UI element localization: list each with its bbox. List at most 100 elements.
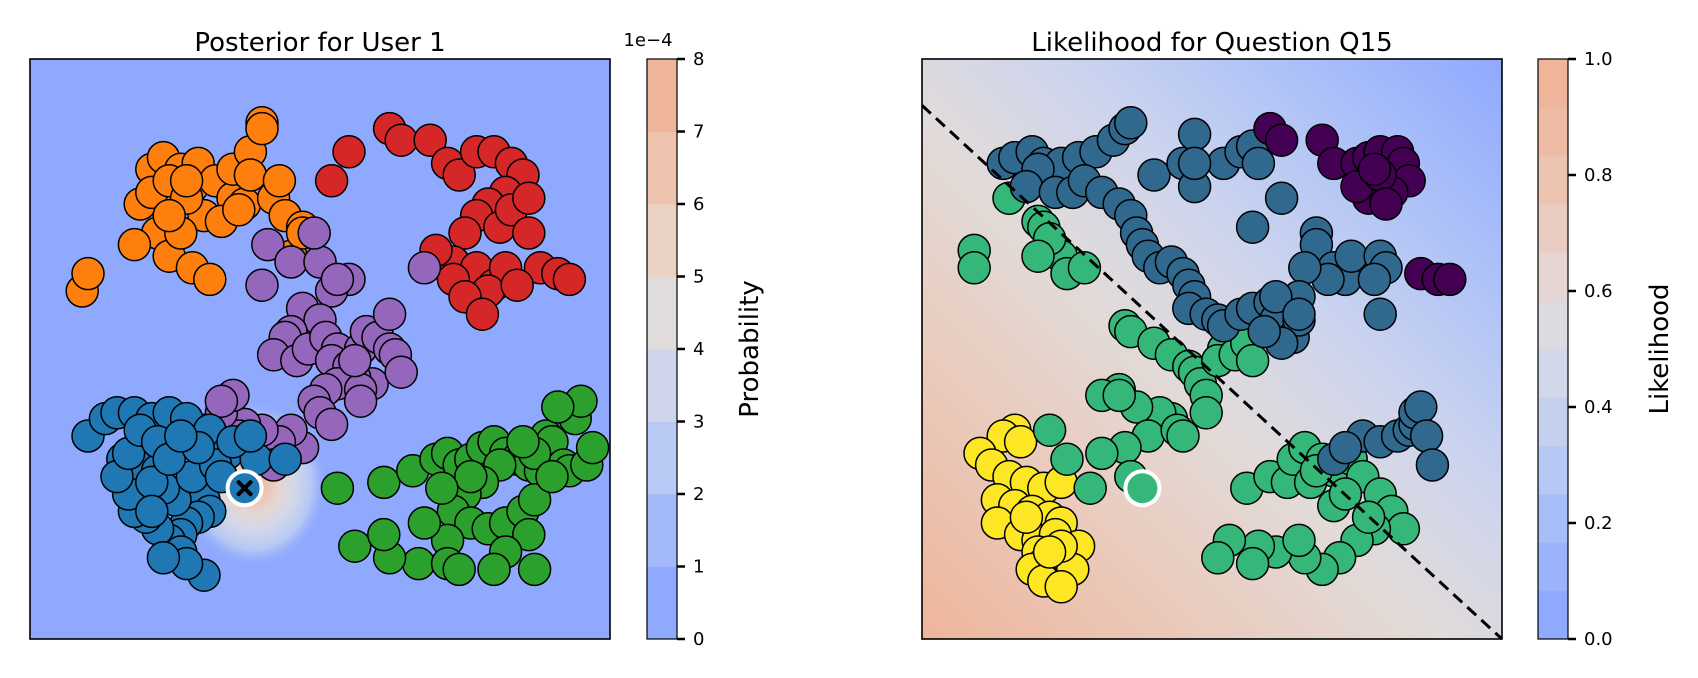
cluster-blue-point <box>164 419 198 453</box>
posterior-title: Posterior for User 1 <box>194 28 445 58</box>
group-teal-point <box>1177 117 1212 152</box>
colorbar-level <box>1538 397 1568 447</box>
cluster-green-point <box>512 517 546 552</box>
cluster-red-point <box>552 262 587 297</box>
cluster-red-point <box>448 216 482 250</box>
colorbar-tick-label: 7 <box>693 122 704 143</box>
likelihood-colorbar-label: Likelihood <box>1645 283 1675 414</box>
colorbar-level <box>1538 300 1568 350</box>
posterior-colorbar: 0 1 2 3 4 5 6 7 8 1e−4 Probability <box>623 30 765 650</box>
likelihood-points <box>957 106 1467 604</box>
group-purple-point <box>1264 123 1299 157</box>
cluster-red-point <box>413 123 447 157</box>
likelihood-user-marker <box>1123 469 1162 508</box>
group-teal-point <box>1404 390 1438 424</box>
cluster-red-point <box>442 158 476 192</box>
cluster-purple-point <box>320 262 355 297</box>
group-teal-point <box>1177 146 1212 181</box>
colorbar-tick-label: 0.0 <box>1584 629 1613 650</box>
cluster-green-point <box>367 517 401 552</box>
cluster-purple-point <box>274 245 308 279</box>
cluster-purple-point <box>251 227 285 262</box>
cluster-green-point <box>575 430 610 465</box>
group-purple-point <box>1357 152 1392 186</box>
group-teal-point <box>1235 210 1270 244</box>
group-green-point <box>1085 436 1119 471</box>
group-teal-point <box>1282 297 1316 331</box>
likelihood-axes-frame <box>921 58 1503 640</box>
group-green-point <box>1235 343 1270 378</box>
cluster-orange-point <box>193 262 227 297</box>
colorbar-tick-label: 0.6 <box>1584 281 1613 302</box>
group-green-point <box>1189 396 1223 430</box>
group-teal-point <box>1259 280 1293 314</box>
group-green-point <box>1032 413 1067 447</box>
cluster-red-point <box>332 135 366 169</box>
likelihood-colorbar: 0.0 0.2 0.4 0.6 0.8 1.0 Likelihood <box>1537 49 1675 650</box>
colorbar-tick-label: 1 <box>693 557 704 578</box>
colorbar-level <box>647 204 677 277</box>
group-yellow-point <box>1044 570 1078 604</box>
group-green-point <box>1282 523 1316 558</box>
group-green-point <box>1067 251 1102 285</box>
group-yellow-point <box>1032 535 1067 569</box>
cluster-green-point <box>517 483 552 517</box>
posterior-colorbar-label: Probability <box>735 280 765 417</box>
group-teal-point <box>1415 448 1450 482</box>
cluster-orange-point <box>262 164 297 198</box>
group-yellow-point <box>1003 425 1038 459</box>
colorbar-level <box>647 276 677 350</box>
colorbar-tick-label: 2 <box>693 484 704 505</box>
cluster-green-point <box>454 459 488 494</box>
colorbar-level <box>647 59 677 132</box>
cluster-purple-point <box>407 251 442 285</box>
group-green-point <box>1386 512 1421 546</box>
cluster-red-point <box>512 216 546 250</box>
cluster-orange-point <box>245 111 279 146</box>
cluster-purple-point <box>297 216 331 250</box>
likelihood-title: Likelihood for Question Q15 <box>1031 28 1392 58</box>
highlighted-user-point <box>1123 469 1162 508</box>
cluster-red-point <box>384 123 418 157</box>
group-teal-point <box>1264 181 1299 215</box>
cluster-orange-point <box>233 158 268 192</box>
group-purple-point <box>1433 262 1467 297</box>
group-green-point <box>1021 239 1055 273</box>
colorbar-tick-label: 0.4 <box>1584 397 1613 418</box>
cluster-green-point <box>367 465 401 500</box>
cluster-red-point <box>314 164 349 198</box>
cluster-blue-point <box>268 442 302 476</box>
cluster-green-point <box>477 552 511 587</box>
group-purple-point <box>1369 187 1403 221</box>
cluster-green-point <box>442 552 476 587</box>
posterior-colorbar-offset: 1e−4 <box>623 30 672 51</box>
cluster-purple-point <box>343 384 378 418</box>
cluster-green-point <box>407 506 442 540</box>
colorbar-level <box>647 566 677 640</box>
colorbar-level <box>1538 252 1568 302</box>
group-green-point <box>1050 442 1084 476</box>
colorbar-tick-label: 0.8 <box>1584 165 1613 186</box>
colorbar-level <box>1538 494 1568 543</box>
likelihood-panel: Likelihood for Question Q15 0.0 0.2 0.4 0.6… <box>921 28 1675 650</box>
cluster-purple-point <box>384 355 418 389</box>
colorbar-tick-label: 5 <box>693 267 704 288</box>
cluster-green-point <box>320 471 355 505</box>
posterior-panel: Posterior for User 1 0 1 2 3 4 5 6 7 8 1e−4 Prob… <box>29 28 765 650</box>
cluster-orange-point <box>117 227 152 262</box>
group-green-point <box>1073 471 1107 505</box>
decision-boundary-line <box>922 104 1502 639</box>
posterior-axes-frame <box>29 58 611 640</box>
group-teal-point <box>1357 262 1392 297</box>
group-teal-point <box>1247 314 1281 349</box>
cluster-orange-point <box>222 193 256 227</box>
cluster-green-point <box>541 390 575 424</box>
cluster-blue-point <box>135 494 169 529</box>
cluster-purple-point <box>372 297 407 331</box>
posterior-points <box>65 106 610 592</box>
cluster-orange-point <box>71 256 105 291</box>
cluster-green-point <box>517 552 552 587</box>
colorbar-level <box>1538 155 1568 205</box>
colorbar-level <box>1538 204 1568 253</box>
